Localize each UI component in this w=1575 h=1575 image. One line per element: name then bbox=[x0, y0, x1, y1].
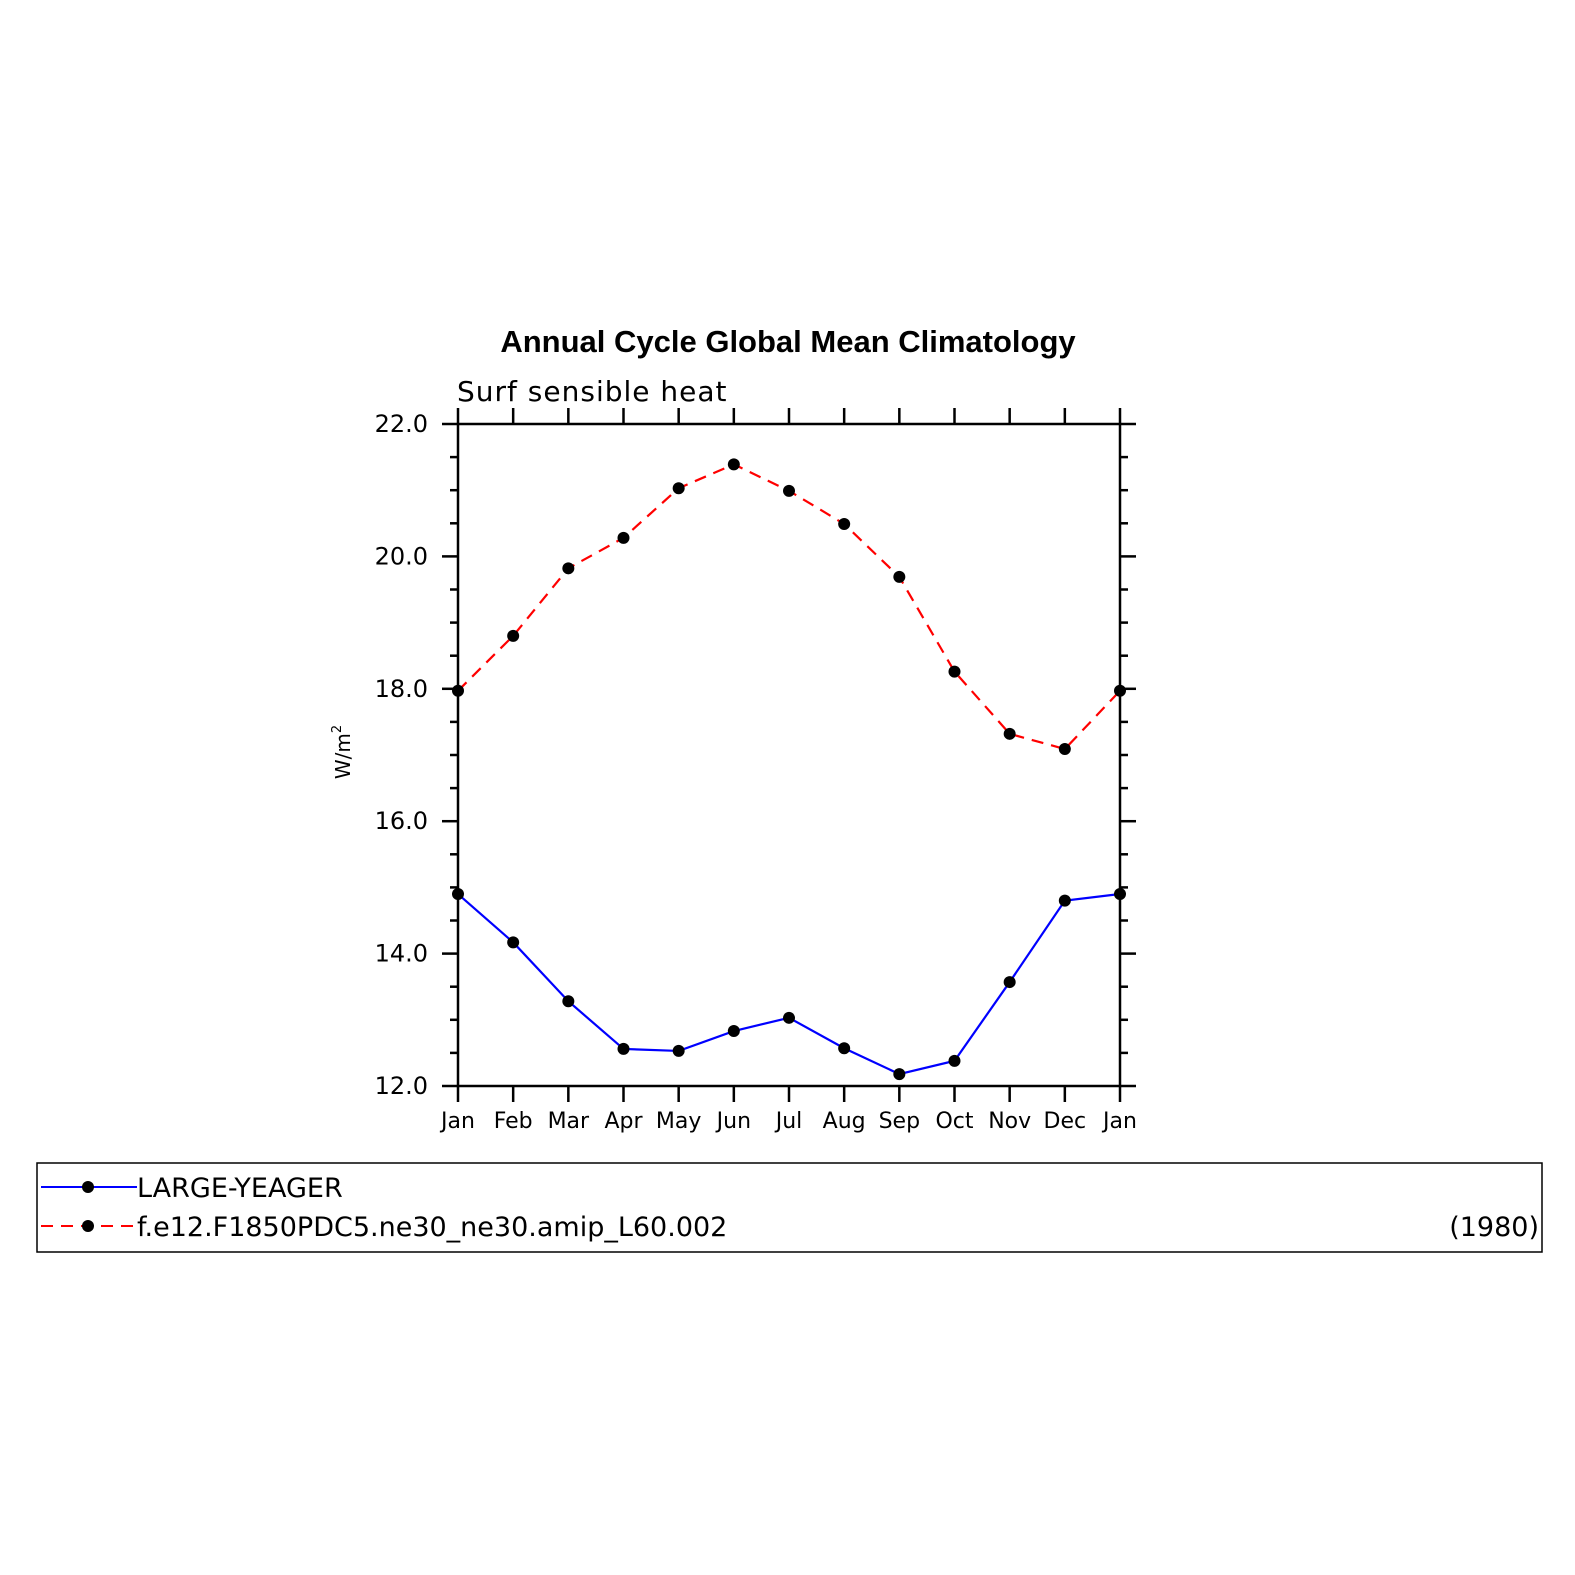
series-0-point bbox=[727, 1025, 740, 1038]
x-tick-label: Mar bbox=[548, 1109, 590, 1134]
legend-annotation: (1980) bbox=[1449, 1212, 1539, 1243]
series-0-point bbox=[507, 936, 520, 949]
x-tick-label: Sep bbox=[879, 1109, 920, 1134]
x-tick-label: May bbox=[656, 1109, 701, 1134]
legend-entry-f-e12: f.e12.F1850PDC5.ne30_ne30.amip_L60.002 bbox=[41, 1212, 727, 1243]
series-1-point bbox=[727, 458, 740, 471]
series-lines bbox=[457, 463, 1121, 1076]
series-0-point bbox=[783, 1011, 795, 1024]
x-tick-labels: Jan Feb Mar Apr May Jun Jul Aug Sep Oct Nov Dec Jan bbox=[439, 1109, 1137, 1134]
plot-frame bbox=[456, 422, 1122, 1088]
series-0-point bbox=[948, 1054, 961, 1067]
legend-marker-large-yeager bbox=[82, 1181, 94, 1193]
y-tick-label: 20.0 bbox=[375, 542, 428, 570]
y-tick-label: 12.0 bbox=[375, 1072, 428, 1100]
x-tick-label: Oct bbox=[935, 1109, 973, 1134]
chart-title: Annual Cycle Global Mean Climatology bbox=[500, 324, 1076, 359]
series-line-0 bbox=[457, 892, 1121, 1076]
legend-entry-large-yeager: LARGE-YEAGER bbox=[41, 1173, 343, 1204]
y-tick-label: 16.0 bbox=[375, 807, 428, 835]
legend-box bbox=[36, 1162, 1543, 1253]
series-1-point bbox=[672, 482, 685, 495]
y-axis-title-superscript: 2 bbox=[330, 725, 345, 733]
series-0-point bbox=[838, 1042, 851, 1055]
series-1-point bbox=[948, 665, 961, 678]
y-tick-label: 18.0 bbox=[375, 675, 428, 703]
axis-ticks bbox=[442, 408, 1136, 1102]
y-tick-labels: 12.0 14.0 16.0 18.0 20.0 22.0 bbox=[375, 410, 428, 1100]
series-1-point bbox=[1003, 727, 1016, 740]
series-1-point bbox=[507, 629, 520, 642]
series-0-point bbox=[893, 1068, 906, 1081]
series-0-point bbox=[1003, 976, 1016, 989]
y-tick-label: 14.0 bbox=[375, 940, 428, 968]
y-tick-label: 22.0 bbox=[375, 410, 428, 438]
series-0-point bbox=[617, 1042, 630, 1055]
y-axis-title-text: W/m bbox=[331, 733, 355, 779]
series-1-point bbox=[838, 517, 851, 530]
x-tick-label: Jan bbox=[1101, 1109, 1137, 1134]
legend-marker-f-e12 bbox=[82, 1220, 94, 1232]
x-tick-label: Jan bbox=[439, 1109, 475, 1134]
series-1-point bbox=[783, 484, 795, 497]
x-tick-label: Feb bbox=[494, 1109, 533, 1134]
series-0-point bbox=[1058, 894, 1071, 907]
x-tick-label: Jul bbox=[774, 1109, 803, 1134]
legend: LARGE-YEAGER f.e12.F1850PDC5.ne30_ne30.a… bbox=[36, 1162, 1543, 1253]
legend-label-f-e12: f.e12.F1850PDC5.ne30_ne30.amip_L60.002 bbox=[137, 1212, 727, 1243]
x-tick-label: Dec bbox=[1044, 1109, 1087, 1134]
series-line-1 bbox=[457, 463, 1121, 751]
series-1-point bbox=[1058, 743, 1071, 756]
series-0-point bbox=[562, 995, 575, 1008]
y-axis-title: W/m2 bbox=[330, 725, 355, 779]
series-markers bbox=[452, 458, 1126, 1081]
x-tick-label: Aug bbox=[823, 1109, 866, 1134]
x-tick-label: Jun bbox=[715, 1109, 751, 1134]
x-tick-label: Apr bbox=[604, 1109, 643, 1134]
series-0-point bbox=[672, 1044, 685, 1057]
legend-label-large-yeager: LARGE-YEAGER bbox=[137, 1173, 343, 1204]
x-tick-label: Nov bbox=[988, 1109, 1031, 1134]
series-1-point bbox=[893, 570, 906, 583]
series-1-point bbox=[617, 531, 630, 544]
chart-subtitle: Surf sensible heat bbox=[457, 375, 728, 408]
svg-text:W/m2: W/m2 bbox=[330, 725, 355, 779]
series-1-point bbox=[562, 562, 575, 575]
